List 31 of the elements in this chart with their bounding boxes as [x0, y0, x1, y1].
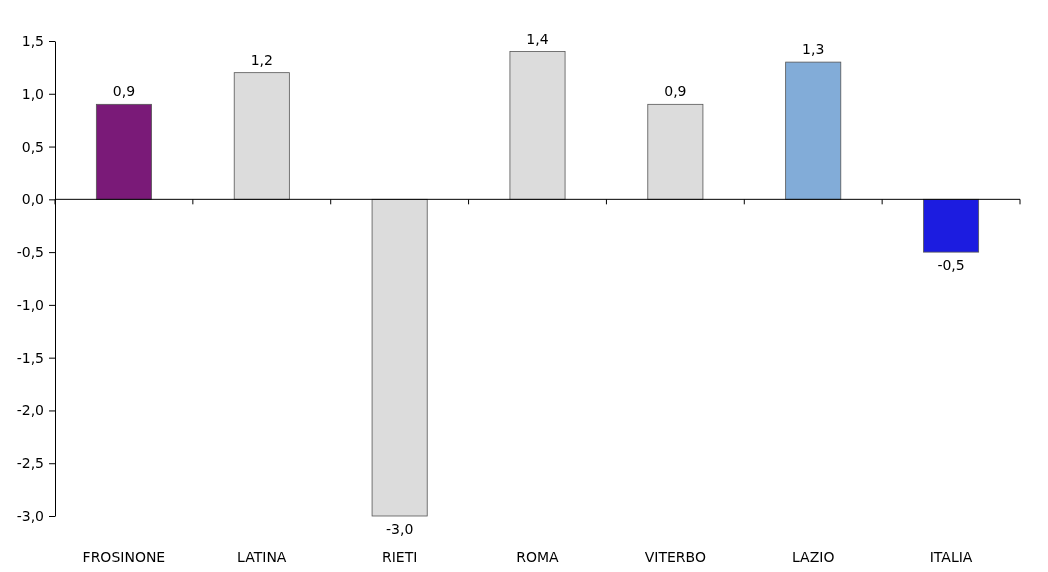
y-tick-label: -3,0 [16, 507, 44, 524]
data-label: 1,3 [802, 41, 825, 58]
y-tick-label: 0,0 [21, 191, 44, 208]
data-label: 0,9 [664, 83, 687, 100]
bar [233, 72, 290, 200]
bar [647, 103, 704, 200]
data-label: 1,2 [250, 51, 273, 68]
y-tick-label: 0,5 [21, 138, 44, 155]
x-tick-label: ROMA [516, 549, 560, 565]
data-label: 1,4 [526, 30, 549, 47]
x-tick-label: VITERBO [644, 549, 706, 565]
bar [371, 198, 428, 517]
bar [509, 51, 566, 200]
bar [923, 198, 980, 253]
bar [785, 61, 842, 200]
x-tick-label: LATINA [237, 549, 287, 565]
y-tick-label: -2,0 [16, 402, 44, 419]
y-tick-label: 1,0 [21, 85, 44, 102]
x-tick-label: FROSINONE [82, 549, 166, 565]
y-tick-label: -2,5 [16, 455, 44, 472]
x-tick-label: ITALIA [929, 549, 973, 565]
y-tick-label: -0,5 [16, 244, 44, 261]
bar [95, 103, 152, 200]
y-tick-label: -1,5 [16, 349, 44, 366]
data-label: 0,9 [112, 83, 136, 100]
y-tick-label: -1,0 [16, 296, 44, 313]
x-tick-label: RIETI [381, 549, 418, 565]
y-tick-label: 1,5 [21, 32, 44, 49]
data-label: -3,0 [385, 521, 414, 537]
x-tick-label: LAZIO [792, 549, 835, 565]
data-label: -0,5 [937, 257, 965, 274]
